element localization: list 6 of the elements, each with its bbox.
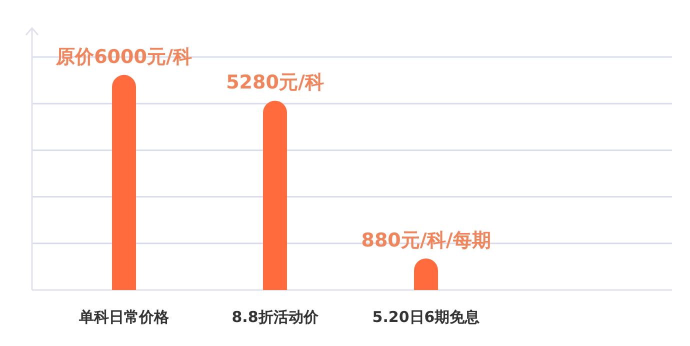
data-label: 原价6000元/科 (55, 46, 192, 68)
x-tick-label: 单科日常价格 (78, 308, 170, 326)
data-label: 880元/科/每期 (361, 229, 491, 252)
data-label: 5280元/科 (226, 72, 324, 94)
x-tick-label: 8.8折活动价 (232, 308, 320, 326)
x-tick-label: 5.20日6期免息 (372, 308, 481, 326)
